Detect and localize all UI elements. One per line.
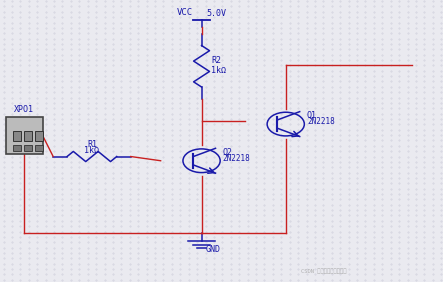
Text: CSDN 内容小局科学与技术: CSDN 内容小局科学与技术: [301, 268, 347, 274]
Bar: [13, 145, 21, 151]
Text: 5.0V: 5.0V: [206, 9, 226, 18]
Text: R1: R1: [87, 140, 97, 149]
Text: 1kΩ: 1kΩ: [211, 66, 226, 75]
Bar: [35, 145, 43, 151]
Text: GND: GND: [206, 245, 221, 254]
Text: 1kΩ: 1kΩ: [85, 146, 99, 155]
Text: 2N2218: 2N2218: [223, 154, 251, 163]
Text: VCC: VCC: [177, 8, 193, 17]
Text: Q2: Q2: [223, 148, 233, 157]
Bar: [23, 145, 31, 151]
Text: 2N2218: 2N2218: [307, 117, 335, 126]
Text: XPO1: XPO1: [14, 105, 35, 114]
Bar: [35, 131, 43, 141]
Text: R2: R2: [211, 56, 222, 65]
Bar: [23, 131, 31, 141]
Text: Q1: Q1: [307, 111, 317, 120]
Bar: [13, 131, 21, 141]
Bar: [6, 117, 43, 154]
